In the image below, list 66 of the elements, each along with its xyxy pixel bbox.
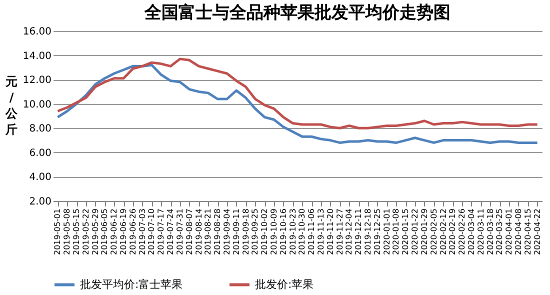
x-tick-label: 2019-07-31: [175, 208, 184, 255]
x-tick-label: 2019-05-01: [53, 208, 62, 255]
x-tick-label: 2019-05-29: [90, 208, 100, 255]
legend-label: 批发平均价:富士苹果: [80, 278, 183, 291]
x-tick-label: 2019-05-22: [81, 208, 90, 255]
x-tick-label: 2019-11-06: [307, 208, 316, 255]
x-tick-label: 2019-07-24: [166, 208, 176, 255]
x-tick-label: 2019-08-28: [213, 208, 222, 255]
x-tick-label: 2019-09-11: [232, 208, 241, 255]
x-tick-label: 2020-02-12: [438, 208, 448, 255]
x-tick-label: 2019-12-18: [364, 208, 373, 255]
x-tick-label: 2020-01-01: [382, 208, 392, 255]
x-tick-label: 2019-10-02: [260, 208, 270, 255]
x-tick-label: 2019-10-23: [288, 208, 298, 255]
x-tick-label: 2019-12-25: [372, 208, 382, 255]
x-tick-label: 2019-08-14: [194, 208, 204, 255]
legend-label: 批发价:苹果: [255, 278, 314, 291]
line-series: [56, 58, 539, 130]
y-tick-label: 16.00: [22, 26, 52, 38]
x-tick-label: 2019-07-17: [156, 208, 166, 255]
y-tick-label: 10.00: [22, 99, 52, 110]
x-tick-label: 2019-06-26: [128, 208, 138, 255]
y-axis-title: 元/公斤: [4, 74, 18, 136]
x-tick-label: 2019-09-25: [250, 208, 260, 255]
x-tick-label: 2019-05-08: [62, 208, 72, 255]
x-tick-label: 2019-06-12: [110, 208, 119, 255]
x-tick-label: 2020-01-15: [401, 208, 410, 255]
y-tick-label: 4.00: [29, 172, 52, 184]
x-tick-label: 2020-04-08: [514, 208, 523, 255]
x-tick-label: 2019-11-20: [326, 208, 335, 255]
x-tick-label: 2020-01-29: [420, 208, 429, 255]
x-tick-label: 2019-10-30: [298, 208, 307, 255]
x-tick-label: 2019-06-05: [100, 208, 110, 255]
x-tick-label: 2019-10-09: [269, 208, 278, 255]
line-series: [56, 64, 539, 144]
y-tick-label: 14.00: [22, 50, 52, 62]
x-tick-label: 2020-03-04: [466, 208, 476, 255]
x-tick-label: 2020-03-18: [486, 208, 495, 255]
x-tick-label: 2019-07-10: [147, 208, 156, 255]
x-tick-label: 2020-02-26: [458, 208, 467, 255]
x-tick-label: 2020-03-11: [476, 208, 486, 255]
x-tick-label: 2019-12-04: [344, 208, 354, 255]
x-tick-label: 2020-04-22: [532, 208, 542, 255]
x-tick-label: 2019-09-18: [241, 208, 250, 255]
y-tick-label: 8.00: [29, 124, 52, 135]
x-tick-label: 2019-11-27: [335, 208, 344, 255]
x-tick-label: 2020-01-08: [392, 208, 401, 255]
x-tick-label: 2019-05-15: [72, 208, 82, 255]
x-tick-label: 2019-08-21: [204, 208, 213, 255]
x-tick-label: 2020-04-01: [504, 208, 514, 255]
x-tick-label: 2020-04-15: [523, 208, 532, 255]
x-tick-label: 2019-06-19: [119, 208, 128, 255]
y-tick-label: 6.00: [29, 148, 52, 159]
x-tick-label: 2020-02-19: [448, 208, 458, 255]
x-tick-label: 2020-03-25: [495, 208, 504, 255]
y-tick-label: 2.00: [29, 196, 52, 208]
x-tick-label: 2019-07-03: [138, 208, 147, 255]
y-tick-label: 12.00: [22, 75, 52, 86]
chart-title: 全国富士与全品种苹果批发平均价走势图: [144, 3, 450, 23]
x-tick-label: 2019-11-13: [316, 208, 326, 255]
x-tick-label: 2019-08-07: [184, 208, 194, 255]
x-tick-label: 2020-02-05: [429, 208, 438, 255]
x-tick-label: 2019-09-04: [222, 208, 232, 255]
x-tick-label: 2020-01-22: [410, 208, 420, 255]
x-tick-label: 2019-12-11: [354, 208, 364, 255]
x-tick-label: 2019-10-16: [278, 208, 288, 255]
